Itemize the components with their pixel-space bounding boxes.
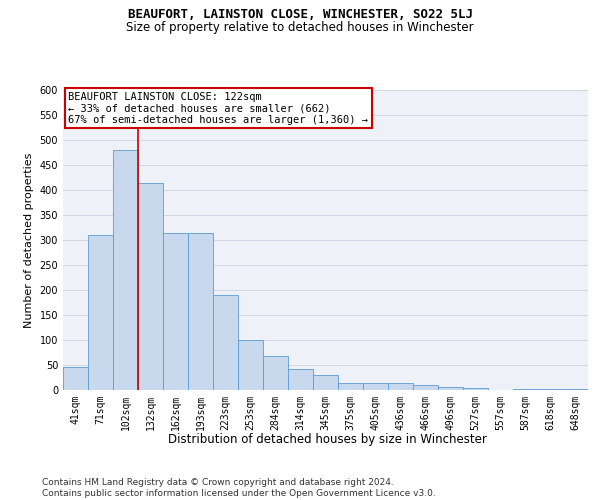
Bar [163,232,188,390]
Text: BEAUFORT, LAINSTON CLOSE, WINCHESTER, SO22 5LJ: BEAUFORT, LAINSTON CLOSE, WINCHESTER, SO… [128,8,473,20]
Bar [313,375,338,390]
Bar [213,295,238,390]
Bar [463,388,488,390]
Bar [388,382,413,390]
Bar [513,388,538,390]
Bar [438,387,463,390]
Text: Size of property relative to detached houses in Winchester: Size of property relative to detached ho… [126,21,474,34]
Bar [88,235,113,390]
Bar [563,389,588,390]
Text: Contains HM Land Registry data © Crown copyright and database right 2024.
Contai: Contains HM Land Registry data © Crown c… [42,478,436,498]
Bar [138,182,163,390]
Bar [263,356,288,390]
Text: Distribution of detached houses by size in Winchester: Distribution of detached houses by size … [167,432,487,446]
Bar [363,382,388,390]
Bar [113,150,138,390]
Y-axis label: Number of detached properties: Number of detached properties [24,152,34,328]
Bar [413,385,438,390]
Bar [538,389,563,390]
Bar [338,382,363,390]
Bar [188,232,213,390]
Bar [63,366,88,390]
Text: BEAUFORT LAINSTON CLOSE: 122sqm
← 33% of detached houses are smaller (662)
67% o: BEAUFORT LAINSTON CLOSE: 122sqm ← 33% of… [68,92,368,124]
Bar [238,340,263,390]
Bar [288,369,313,390]
